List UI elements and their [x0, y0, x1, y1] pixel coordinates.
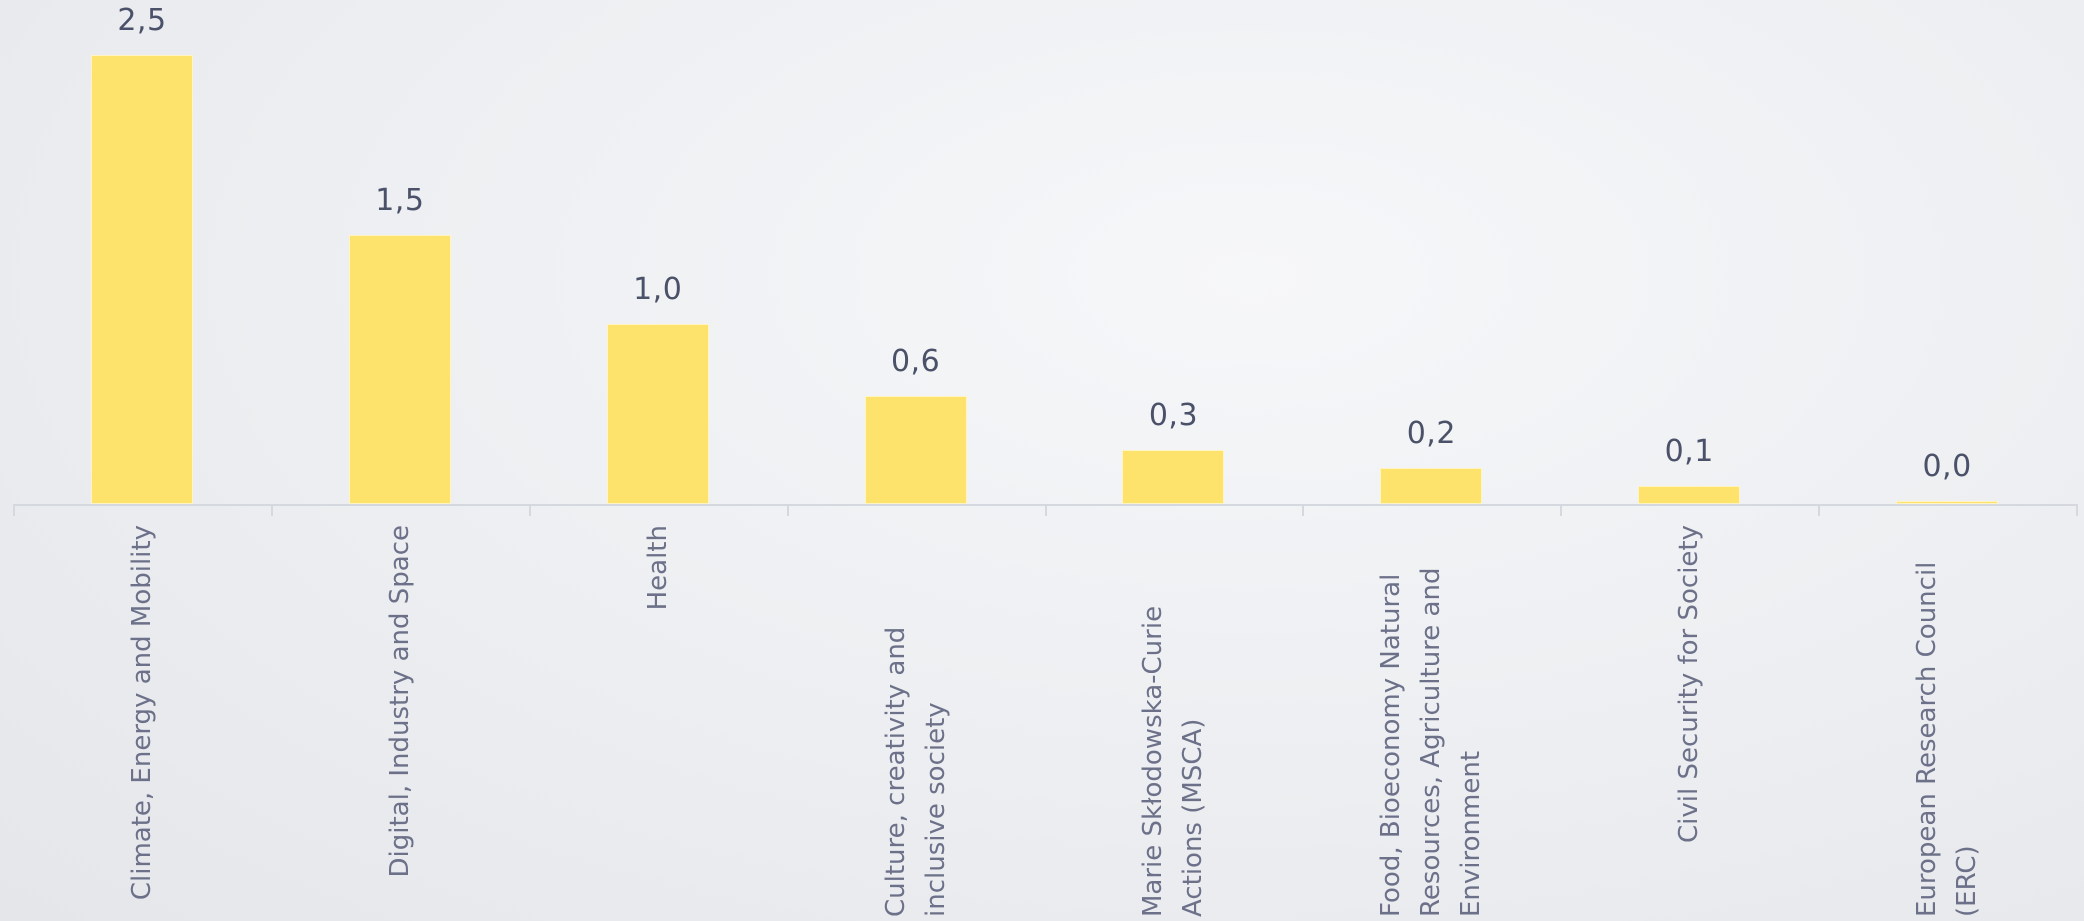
x-tick — [13, 504, 15, 516]
value-label: 1,5 — [375, 182, 425, 218]
bar — [1380, 468, 1483, 504]
x-tick-label: Civil Security for Society — [1674, 525, 1705, 844]
value-label: 0,1 — [1664, 434, 1714, 470]
x-tick-label: Digital, Industry and Space — [384, 525, 415, 878]
bar — [90, 55, 193, 504]
x-tick — [1302, 504, 1305, 516]
x-tick — [1560, 504, 1563, 516]
x-tick — [270, 504, 273, 516]
x-tick-label: Culture, creativity and inclusive societ… — [880, 626, 951, 917]
x-tick — [528, 504, 531, 516]
value-label: 0,2 — [1406, 416, 1456, 452]
x-tick — [1818, 504, 1821, 516]
x-tick — [786, 504, 789, 516]
value-label: 0,6 — [890, 344, 941, 380]
x-tick-label: Food, Bioeconomy Natural Resources, Agri… — [1376, 567, 1487, 917]
value-label: 0,3 — [1148, 398, 1199, 434]
x-tick — [2076, 504, 2078, 516]
bar — [1122, 450, 1225, 504]
bar — [348, 234, 451, 504]
value-label: 1,0 — [633, 272, 683, 308]
x-tick-label: Climate, Energy and Mobility — [126, 525, 157, 901]
bar — [1638, 486, 1741, 504]
bar — [606, 324, 709, 504]
x-tick-label: Health — [642, 525, 673, 611]
x-tick-label: Marie Skłodowska-Curie Actions (MSCA) — [1138, 605, 1209, 917]
x-tick — [1044, 504, 1047, 516]
value-label: 0,0 — [1922, 449, 1972, 484]
value-label: 2,5 — [117, 3, 167, 38]
x-tick-label: European Research Council (ERC) — [1912, 561, 1983, 917]
bar — [1896, 501, 1999, 504]
bar — [864, 396, 967, 504]
